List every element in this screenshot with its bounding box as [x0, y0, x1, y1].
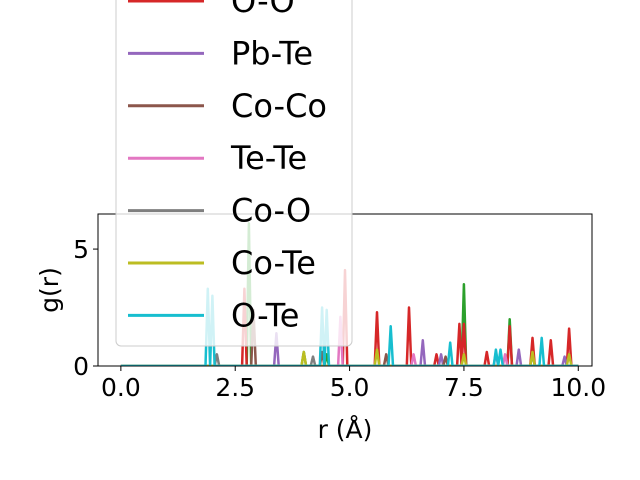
legend: O-O Pb-Te Co-Co Te-Te Co-O Co-Te O-Te: [115, 0, 353, 347]
x-tick-label: 5.0: [330, 373, 370, 402]
legend-label-co-te: Co-Te: [231, 244, 316, 282]
legend-label-co-o: Co-O: [231, 192, 311, 230]
legend-label-o-o: O-O: [231, 0, 295, 20]
x-tick-label: 2.5: [215, 373, 255, 402]
x-tick-label: 7.5: [444, 373, 484, 402]
legend-label-co-co: Co-Co: [231, 87, 327, 125]
x-tick-label: 0.0: [101, 373, 141, 402]
y-tick-label: 0: [73, 352, 89, 381]
legend-label-te-te: Te-Te: [230, 139, 307, 177]
x-axis-label: r (Å): [318, 415, 373, 444]
legend-label-pb-te: Pb-Te: [231, 34, 313, 72]
x-tick-label: 10.0: [550, 373, 606, 402]
legend-box: [115, 0, 353, 347]
series-line-co-te: [120, 348, 579, 366]
legend-label-o-te: O-Te: [231, 296, 299, 334]
y-tick-label: 5: [73, 235, 89, 264]
y-axis-label: g(r): [35, 267, 64, 313]
tick-layer: 0.0 2.5 5.0 7.5 10.0 0 5: [73, 235, 606, 402]
